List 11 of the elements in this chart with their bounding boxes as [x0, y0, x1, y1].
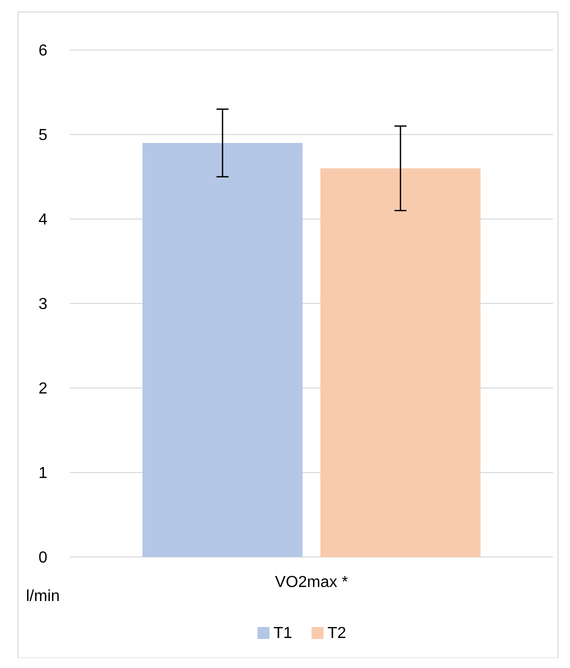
y-tick-label: 5 [38, 127, 48, 144]
legend-label: T2 [328, 625, 346, 642]
y-tick-label: 0 [38, 550, 48, 567]
y-axis-title: l/min [26, 588, 60, 605]
y-tick-label: 3 [38, 296, 48, 314]
y-tick-label: 6 [38, 42, 48, 60]
legend-label: T1 [274, 625, 292, 642]
x-tick-label: VO2max * [275, 574, 348, 591]
y-tick-label: 1 [38, 465, 48, 482]
y-tick-label: 4 [38, 212, 48, 229]
y-tick-label: 2 [38, 380, 48, 398]
